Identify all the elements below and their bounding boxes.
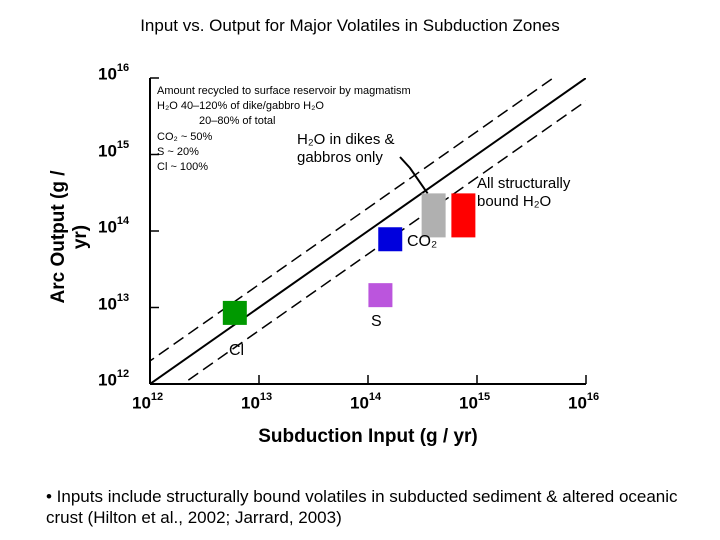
dashed-reference-line bbox=[181, 100, 586, 384]
x-tick-label: 1012 bbox=[132, 391, 164, 413]
note-line: S ~ 20% bbox=[157, 145, 199, 158]
note-line: H₂O 40–120% of dike/gabbro H₂O bbox=[157, 100, 324, 113]
note-line: Amount recycled to surface reservoir by … bbox=[157, 85, 411, 97]
s-marker bbox=[368, 283, 393, 308]
y-axis-label: Arc Output (g / yr) bbox=[48, 170, 91, 304]
h2o-dikes-annotation: H₂O in dikes & gabbros only bbox=[297, 131, 395, 166]
x-tick-label: 1013 bbox=[241, 391, 273, 413]
y-tick-label: 1015 bbox=[98, 138, 130, 161]
y-tick-label: 1012 bbox=[98, 368, 130, 390]
h2o-callout-line bbox=[399, 156, 429, 194]
x-tick-label: 1014 bbox=[350, 391, 382, 413]
s-label: S bbox=[371, 313, 382, 330]
cl-label: Cl bbox=[229, 342, 245, 359]
note-line: CO₂ ~ 50% bbox=[157, 130, 213, 143]
y-tick-label: 1013 bbox=[98, 291, 130, 314]
h2o-dikes-marker bbox=[421, 193, 446, 238]
bullet-text: • Inputs include structurally bound vola… bbox=[46, 487, 678, 527]
co2-label: CO₂ bbox=[407, 233, 438, 250]
h2o-bound-marker bbox=[451, 193, 476, 238]
x-axis-label: Subduction Input (g / yr) bbox=[258, 426, 478, 447]
recycling-note: Amount recycled to surface reservoir by … bbox=[157, 84, 411, 175]
chart-title: Input vs. Output for Major Volatiles in … bbox=[140, 16, 560, 35]
y-tick-label: 1014 bbox=[98, 215, 130, 237]
x-tick-label: 1016 bbox=[568, 391, 600, 413]
dashed-reference-line bbox=[150, 78, 555, 362]
note-line: 20–80% of total bbox=[199, 115, 276, 128]
cl-marker bbox=[222, 300, 247, 325]
co2-marker bbox=[378, 227, 403, 252]
note-line: Cl ~ 100% bbox=[157, 161, 209, 174]
x-tick-label: 1015 bbox=[459, 391, 491, 413]
one-to-one-line bbox=[150, 78, 586, 384]
h2o-bound-annotation: All structurally bound H₂O bbox=[477, 175, 571, 210]
y-tick-label: 1016 bbox=[98, 62, 130, 84]
